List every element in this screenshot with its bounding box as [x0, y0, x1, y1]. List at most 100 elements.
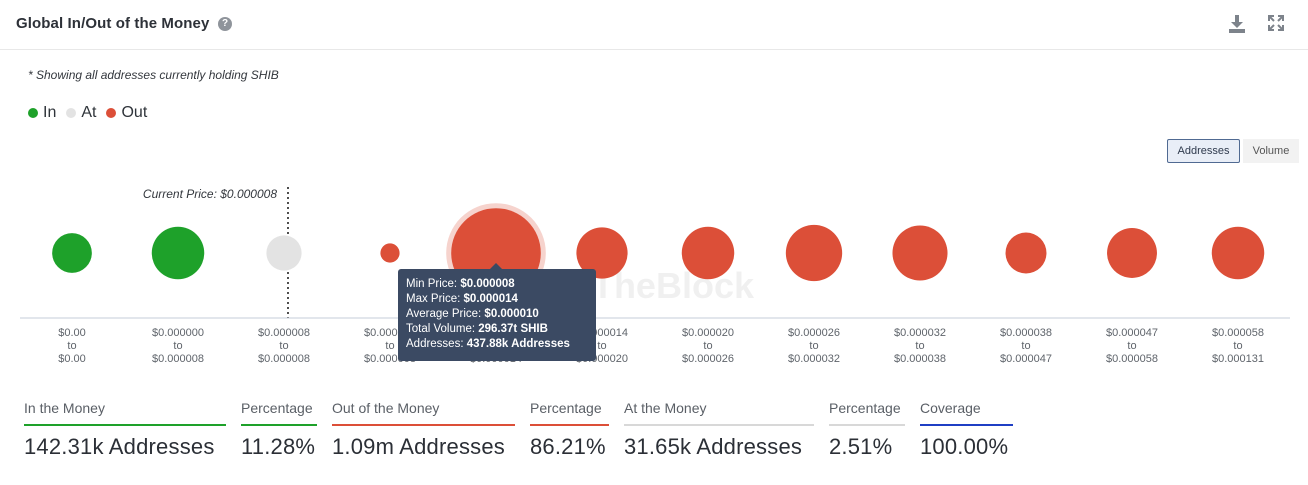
tooltip-max-value: $0.000014 [463, 293, 518, 305]
bubble-at-2[interactable] [266, 235, 302, 271]
legend-label-in: In [43, 104, 57, 121]
bubble-out-7[interactable] [785, 224, 843, 282]
stat-out-of-the-money: Out of the Money 1.09m Addresses [332, 400, 515, 460]
tick-label-to-value: $0.000058 [1106, 353, 1158, 365]
tick-label-to: to [703, 340, 712, 352]
legend-label-at: At [81, 104, 97, 121]
stat-out-percentage: Percentage 86.21% [530, 400, 609, 460]
tick-label-to: to [915, 340, 924, 352]
stat-underline [24, 424, 226, 426]
tick-group: $0.00to$0.00$0.000000to$0.000008$0.00000… [58, 327, 1264, 365]
tooltip-addresses-label: Addresses: [406, 338, 464, 350]
tick-label-from: $0.000047 [1106, 327, 1158, 339]
tooltip-min-label: Min Price: [406, 278, 458, 290]
tick-label-to: to [1021, 340, 1030, 352]
tick-label-to-value: $0.000008 [258, 353, 310, 365]
tooltip-volume-value: 296.37t SHIB [478, 323, 548, 335]
tooltip-addresses-row: Addresses: 437.88k Addresses [406, 337, 588, 352]
tick-label-to: to [809, 340, 818, 352]
stat-underline [624, 424, 814, 426]
tick-label-to-value: $0.000038 [894, 353, 946, 365]
legend-dot-out [106, 108, 117, 118]
tick-label-to: to [279, 340, 288, 352]
legend-item-at[interactable]: At [66, 104, 96, 122]
tick-label-to: to [173, 340, 182, 352]
chart-legend: In At Out [28, 104, 157, 122]
tick-label-from: $0.000008 [258, 327, 310, 339]
stat-label: At the Money [624, 400, 707, 416]
bubble-out-3[interactable] [380, 243, 400, 263]
tick-label-from: $0.000058 [1212, 327, 1264, 339]
stat-value: 2.51% [829, 434, 893, 459]
stat-label: Percentage [829, 400, 901, 416]
tick-label-to: to [597, 340, 606, 352]
stat-underline [920, 424, 1013, 426]
bubble-in-1[interactable] [151, 226, 205, 280]
stat-at-percentage: Percentage 2.51% [829, 400, 905, 460]
chart-title: Global In/Out of the Money [16, 15, 210, 32]
stat-coverage: Coverage 100.00% [920, 400, 1013, 460]
tooltip-arrow [490, 263, 502, 269]
download-icon[interactable] [1228, 14, 1246, 34]
stat-value: 86.21% [530, 434, 606, 459]
tooltip-volume-row: Total Volume: 296.37t SHIB [406, 322, 588, 337]
tooltip-addresses-value: 437.88k Addresses [466, 338, 570, 350]
stat-label: Percentage [530, 400, 602, 416]
tooltip-max-row: Max Price: $0.000014 [406, 292, 588, 307]
tick-label-to-value: $0.000032 [788, 353, 840, 365]
tooltip-min-row: Min Price: $0.000008 [406, 277, 588, 292]
stat-label: In the Money [24, 400, 105, 416]
tooltip-avg-value: $0.000010 [484, 308, 539, 320]
tooltip-min-value: $0.000008 [460, 278, 515, 290]
stat-value: 11.28% [241, 434, 316, 459]
tooltip-max-label: Max Price: [406, 293, 461, 305]
bubble-out-6[interactable] [681, 226, 735, 280]
tick-label-to: to [385, 340, 394, 352]
bubble-out-10[interactable] [1107, 228, 1157, 278]
stat-value: 100.00% [920, 434, 1009, 459]
tick-label-from: $0.000038 [1000, 327, 1052, 339]
help-icon[interactable]: ? [218, 17, 232, 31]
bubble-out-11[interactable] [1211, 226, 1265, 280]
stat-value: 1.09m Addresses [332, 434, 505, 459]
stat-label: Percentage [241, 400, 313, 416]
stat-underline [530, 424, 609, 426]
stat-underline [241, 424, 317, 426]
stat-in-the-money: In the Money 142.31k Addresses [24, 400, 226, 460]
stat-label: Coverage [920, 400, 981, 416]
bubble-tooltip: Min Price: $0.000008 Max Price: $0.00001… [398, 263, 596, 361]
chart-header: Global In/Out of the Money ? [0, 0, 1308, 50]
legend-dot-in [28, 108, 38, 118]
tick-label-from: $0.000026 [788, 327, 840, 339]
tooltip-avg-row: Average Price: $0.000010 [406, 307, 588, 322]
tooltip-avg-label: Average Price: [406, 308, 482, 320]
legend-dot-at [66, 108, 77, 118]
tick-label-to: to [67, 340, 76, 352]
stat-at-the-money: At the Money 31.65k Addresses [624, 400, 814, 460]
summary-stats: In the Money 142.31k Addresses Percentag… [0, 400, 1308, 480]
legend-label-out: Out [121, 104, 148, 121]
tooltip-volume-label: Total Volume: [406, 323, 476, 335]
addresses-toggle-button[interactable]: Addresses [1167, 139, 1240, 163]
legend-item-out[interactable]: Out [106, 104, 147, 122]
stat-underline [829, 424, 905, 426]
current-price-label: Current Price: $0.000008 [143, 187, 277, 201]
bubble-out-8[interactable] [892, 225, 948, 281]
tick-label-to-value: $0.00 [58, 353, 86, 365]
stat-in-percentage: Percentage 11.28% [241, 400, 317, 460]
legend-item-in[interactable]: In [28, 104, 56, 122]
tick-label-to: to [1233, 340, 1242, 352]
bubble-chart: IntoTheBlock Current Price: $0.000008 $0… [20, 187, 1290, 365]
tick-label-to-value: $0.000047 [1000, 353, 1052, 365]
expand-icon[interactable] [1268, 15, 1284, 31]
volume-toggle-button[interactable]: Volume [1243, 139, 1299, 163]
bubble-out-9[interactable] [1005, 232, 1047, 274]
tick-label-to: to [1127, 340, 1136, 352]
stat-underline [332, 424, 515, 426]
stat-label: Out of the Money [332, 400, 440, 416]
bubble-out-5[interactable] [576, 227, 628, 279]
bubble-in-0[interactable] [52, 233, 92, 273]
tick-label-from: $0.000032 [894, 327, 946, 339]
tick-label-to-value: $0.000008 [152, 353, 204, 365]
tick-label-to-value: $0.000131 [1212, 353, 1264, 365]
